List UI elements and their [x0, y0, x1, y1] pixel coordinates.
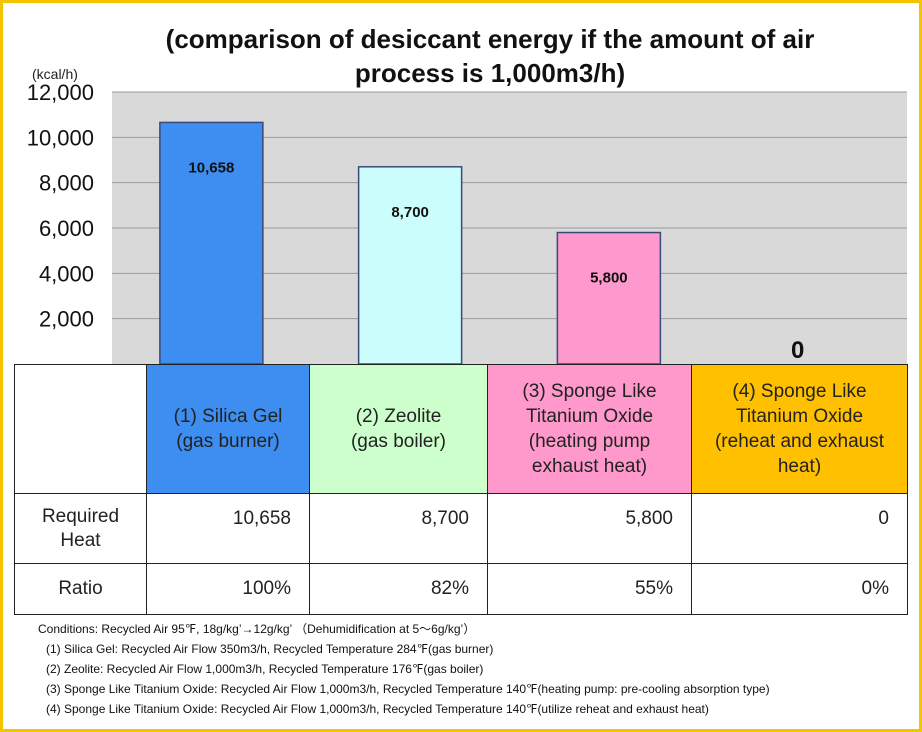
- note-item: (4) Sponge Like Titanium Oxide: Recycled…: [46, 702, 709, 716]
- bar-data-label: 10,658: [188, 159, 234, 176]
- bars: [159, 121, 662, 365]
- bar: [556, 231, 662, 365]
- table-cell: 10,658: [146, 493, 310, 564]
- table-header-cell: (1) Silica Gel (gas burner): [146, 364, 310, 494]
- table-cell: 5,800: [487, 493, 692, 564]
- y-tick-labels: 2,000 4,000 6,000 8,000 10,000 12,000: [27, 80, 94, 332]
- header-line: (3) Sponge Like: [522, 381, 657, 402]
- header-line: (reheat and exhaust: [714, 431, 884, 452]
- header-line: (heating pump: [528, 431, 651, 452]
- y-axis-unit: (kcal/h): [32, 66, 78, 82]
- table-header-row: (1) Silica Gel (gas burner) (2) Zeolite (g…: [14, 364, 908, 494]
- row-label: Required Heat: [14, 493, 147, 564]
- chart-title: (comparison of desiccant energy if the a…: [165, 24, 815, 88]
- y-tick-label: 2,000: [39, 307, 94, 332]
- y-tick-label: 4,000: [39, 261, 94, 286]
- table-cell: 8,700: [309, 493, 488, 564]
- table-header-cell: (2) Zeolite (gas boiler): [309, 364, 488, 494]
- header-line: (gas boiler): [350, 431, 447, 452]
- header-line: Titanium Oxide: [525, 406, 654, 427]
- header-line: Titanium Oxide: [735, 406, 864, 427]
- bar-data-label: 0: [791, 337, 804, 364]
- note-item: (3) Sponge Like Titanium Oxide: Recycled…: [46, 682, 770, 696]
- bar-data-label: 8,700: [391, 204, 429, 221]
- table-header-cell: (4) Sponge Like Titanium Oxide (reheat and…: [691, 364, 908, 494]
- header-line: (gas burner): [176, 431, 280, 452]
- data-table: (1) Silica Gel (gas burner) (2) Zeolite (g…: [14, 364, 908, 615]
- table-cell: 55%: [487, 563, 692, 615]
- row-label-line: Required: [41, 505, 120, 527]
- conditions-notes: Conditions: Recycled Air 95℉, 18g/kg’→12…: [38, 619, 770, 719]
- header-line: (4) Sponge Like: [732, 381, 867, 402]
- y-tick-label: 8,000: [39, 171, 94, 196]
- table-cell: 0: [691, 493, 908, 564]
- header-line: heat): [777, 456, 822, 477]
- table-row: Required Heat 10,658 8,700 5,800 0: [14, 493, 908, 564]
- header-line: (1) Silica Gel: [173, 406, 283, 427]
- y-tick-label: 12,000: [27, 80, 94, 105]
- y-tick-label: 6,000: [39, 216, 94, 241]
- table-corner-cell: [14, 364, 147, 494]
- y-tick-label: 10,000: [27, 125, 94, 150]
- bar: [159, 121, 264, 365]
- table-cell: 100%: [146, 563, 310, 615]
- table-row: Ratio 100% 82% 55% 0%: [14, 563, 908, 615]
- table-cell: 82%: [309, 563, 488, 615]
- bar-chart: 2,000 4,000 6,000 8,000 10,000 12,000 10,658 8…: [27, 80, 907, 365]
- row-label-line: Heat: [60, 529, 101, 551]
- note-item: (2) Zeolite: Recycled Air Flow 1,000m3/h…: [46, 662, 484, 676]
- row-label: Ratio: [14, 563, 147, 615]
- conditions-text: Conditions: Recycled Air 95℉, 18g/kg’→12…: [38, 622, 476, 636]
- table-header-cell: (3) Sponge Like Titanium Oxide (heating pu…: [487, 364, 692, 494]
- note-item: (1) Silica Gel: Recycled Air Flow 350m3/…: [46, 642, 494, 656]
- row-label-line: Ratio: [58, 578, 103, 599]
- header-line: (2) Zeolite: [355, 406, 442, 427]
- table-cell: 0%: [691, 563, 908, 615]
- bar-data-labels: 10,658 8,700 5,800 0: [188, 159, 804, 364]
- bar: [357, 166, 463, 365]
- header-line: exhaust heat): [531, 456, 648, 477]
- bar-data-label: 5,800: [590, 270, 628, 287]
